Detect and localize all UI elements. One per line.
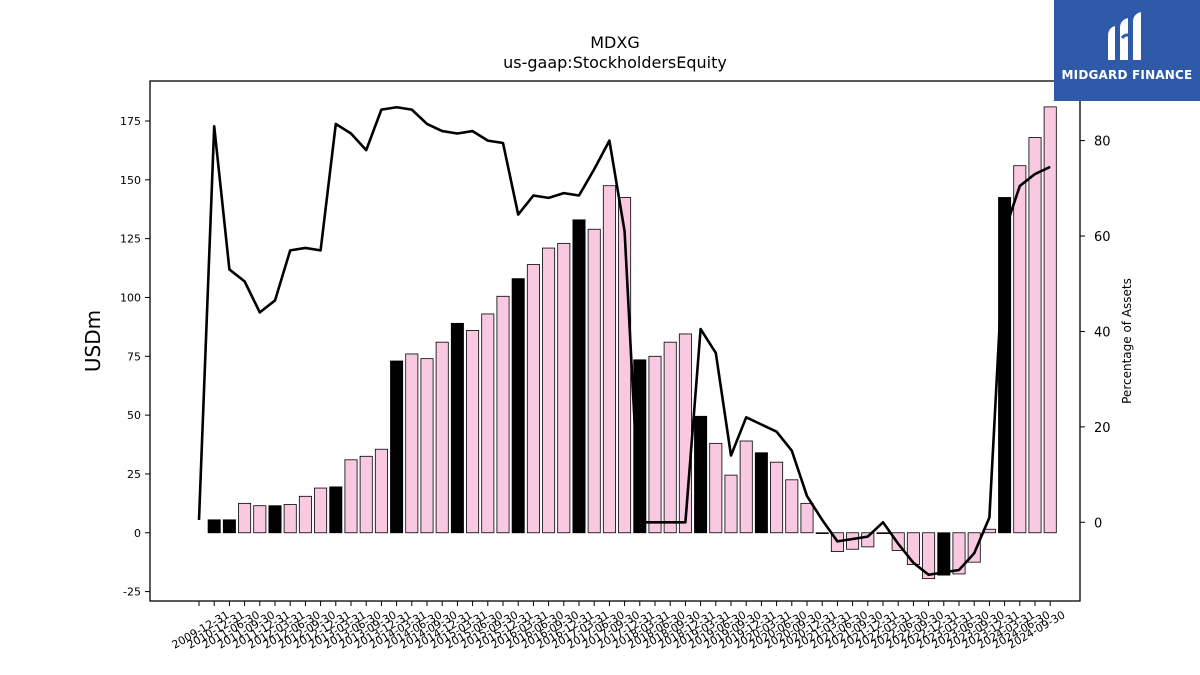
bar bbox=[329, 486, 343, 534]
bar bbox=[1043, 106, 1057, 534]
y-tick-label: 150 bbox=[120, 174, 141, 187]
bar bbox=[709, 442, 723, 534]
y2-axis: 0 20 40 60 80 bbox=[1080, 135, 1111, 531]
bars-group bbox=[207, 106, 1057, 580]
bar bbox=[435, 341, 449, 534]
bar bbox=[1028, 137, 1042, 534]
bar bbox=[906, 532, 920, 565]
brand-logo: MIDGARD FINANCE bbox=[1054, 0, 1200, 101]
y-axis: -25 0 25 50 75 100 125 150 175 bbox=[120, 115, 150, 599]
y2-axis-label: Percentage of Assets bbox=[1120, 278, 1134, 404]
midgard-logo-icon bbox=[1108, 12, 1141, 60]
y2-tick-label: 80 bbox=[1094, 135, 1111, 150]
bar bbox=[542, 247, 556, 534]
bar bbox=[937, 532, 951, 576]
bar bbox=[481, 313, 495, 534]
bar bbox=[238, 502, 252, 534]
y2-tick-label: 20 bbox=[1094, 421, 1111, 436]
chart-subtitle: us-gaap:StockholdersEquity bbox=[503, 53, 727, 72]
x-axis: 2009-12-312010-12-312011-06-302011-09-30… bbox=[170, 601, 1068, 652]
bar bbox=[922, 532, 936, 580]
bar bbox=[390, 360, 404, 534]
bar bbox=[770, 461, 784, 534]
bar bbox=[1013, 165, 1027, 534]
bar bbox=[283, 504, 297, 534]
plot-frame bbox=[149, 80, 1081, 602]
bar bbox=[359, 455, 373, 534]
logo-text: MIDGARD FINANCE bbox=[1061, 68, 1193, 82]
bar bbox=[511, 278, 525, 534]
bar bbox=[648, 355, 662, 534]
y2-tick-label: 40 bbox=[1094, 325, 1111, 340]
bar bbox=[253, 505, 267, 534]
bar bbox=[876, 532, 890, 534]
bar bbox=[739, 440, 753, 534]
bar bbox=[633, 359, 647, 534]
bar bbox=[496, 295, 510, 534]
bar bbox=[754, 452, 768, 534]
bar bbox=[602, 185, 616, 534]
bar bbox=[663, 341, 677, 534]
bar bbox=[724, 474, 738, 534]
chart-title: MDXG bbox=[590, 33, 639, 52]
percentage-line bbox=[197, 105, 1051, 577]
bar bbox=[222, 519, 236, 534]
y-tick-label: 175 bbox=[120, 115, 141, 128]
bar bbox=[694, 415, 708, 534]
bar bbox=[450, 322, 464, 534]
line-group bbox=[197, 105, 1051, 577]
bar bbox=[466, 330, 480, 534]
y-tick-label: 50 bbox=[127, 409, 141, 422]
y-tick-label: 75 bbox=[127, 350, 141, 363]
y2-tick-label: 60 bbox=[1094, 230, 1111, 245]
bar bbox=[526, 264, 540, 534]
bar bbox=[405, 353, 419, 534]
bar bbox=[952, 532, 966, 575]
bar bbox=[207, 519, 221, 534]
bar bbox=[374, 448, 388, 534]
bar bbox=[557, 242, 571, 534]
bar bbox=[420, 358, 434, 534]
y-tick-label: 125 bbox=[120, 233, 141, 246]
bar bbox=[298, 495, 312, 534]
bar bbox=[815, 532, 829, 534]
y-tick-label: 25 bbox=[127, 468, 141, 481]
bar bbox=[314, 487, 328, 534]
bar bbox=[678, 333, 692, 534]
bar bbox=[846, 532, 860, 550]
bar bbox=[785, 479, 799, 534]
bar bbox=[344, 459, 358, 534]
bar bbox=[587, 228, 601, 534]
y-tick-label: -25 bbox=[123, 586, 141, 599]
y-axis-label: USDm bbox=[81, 310, 105, 372]
y2-tick-label: 0 bbox=[1094, 516, 1102, 531]
bar bbox=[800, 502, 814, 534]
y-tick-label: 0 bbox=[134, 527, 141, 540]
bar bbox=[572, 219, 586, 534]
bar bbox=[268, 505, 282, 534]
y-tick-label: 100 bbox=[120, 291, 141, 304]
